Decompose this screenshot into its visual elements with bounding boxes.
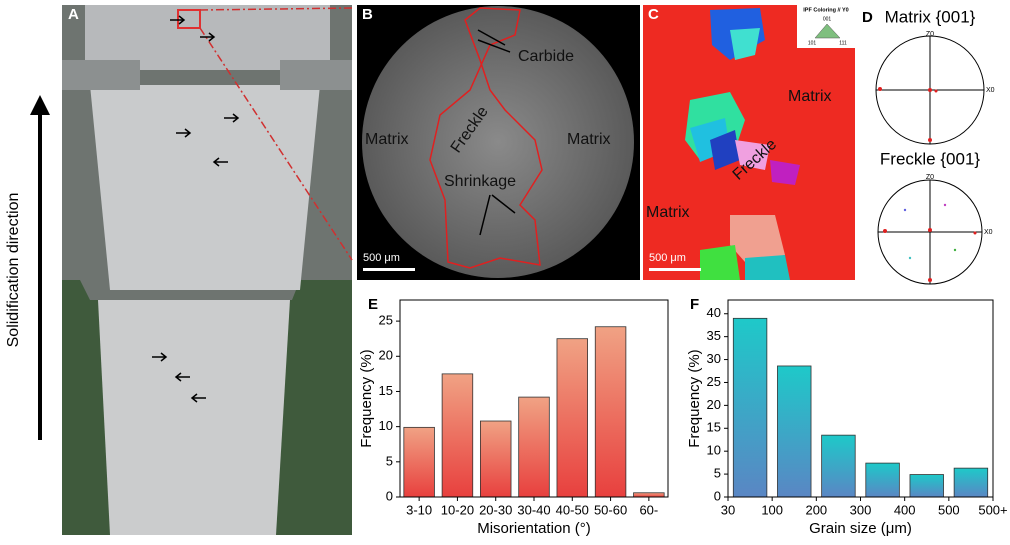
plot-frame [728, 300, 993, 497]
pole-figure-title: Matrix {001} [885, 7, 976, 26]
y-tick-label: 10 [707, 443, 721, 458]
x-tick-label: 400 [894, 502, 916, 517]
panel-label: F [690, 296, 699, 313]
annotation: Carbide [518, 48, 574, 65]
annotation: Matrix [646, 204, 690, 221]
y-tick-label: 20 [707, 397, 721, 412]
axis-label: X0 [986, 87, 995, 94]
bar [595, 327, 626, 497]
y-tick-label: 5 [386, 453, 393, 468]
bar [954, 468, 988, 497]
bar [822, 435, 856, 497]
y-tick-label: 10 [379, 418, 393, 433]
y-tick-label: 15 [379, 383, 393, 398]
bar [733, 318, 767, 497]
bar [866, 463, 900, 497]
y-axis-label: Frequency (%) [686, 349, 703, 447]
y-tick-label: 40 [707, 305, 721, 320]
x-tick-label: 300 [850, 502, 872, 517]
scale-bar-label: 500 μm [649, 252, 686, 264]
ebsd-map-c [643, 5, 855, 280]
axis-label: X0 [984, 229, 993, 236]
scale-bar-label: 500 μm [363, 252, 400, 264]
panel-label: A [68, 6, 79, 23]
panel-label: E [368, 296, 378, 313]
axis-label: Z0 [926, 31, 934, 38]
y-axis-label: Frequency (%) [358, 349, 375, 447]
y-tick-label: 25 [707, 374, 721, 389]
x-tick-label: 40-50 [556, 502, 589, 517]
pole-figure-title: Freckle {001} [880, 149, 980, 168]
solidification-arrow [30, 95, 50, 440]
y-tick-label: 0 [386, 488, 393, 503]
axis-label: Z0 [926, 174, 934, 181]
panel-label: D [862, 9, 873, 26]
x-tick-label: 3-10 [406, 502, 432, 517]
y-tick-label: 5 [714, 466, 721, 481]
legend-label: 111 [839, 40, 847, 46]
legend-title: IPF Coloring // Y0 [803, 7, 848, 13]
x-tick-label: 500 [938, 502, 960, 517]
y-tick-label: 20 [379, 348, 393, 363]
bar [442, 374, 473, 497]
bar [910, 475, 944, 497]
x-axis-label: Grain size (μm) [809, 520, 912, 537]
x-tick-label: 200 [805, 502, 827, 517]
bar [777, 366, 811, 497]
bar [480, 421, 511, 497]
x-tick-label: 30 [721, 502, 735, 517]
x-tick-label: 10-20 [441, 502, 474, 517]
x-axis-label: Misorientation (°) [477, 520, 591, 537]
panel-label: C [648, 6, 659, 23]
y-tick-label: 25 [379, 313, 393, 328]
side-label: Solidification direction [5, 193, 22, 348]
bar [557, 339, 588, 497]
x-tick-label: 100 [761, 502, 783, 517]
x-tick-label: 20-30 [479, 502, 512, 517]
legend-label: 101 [808, 40, 817, 46]
x-tick-label: 500+ [978, 502, 1007, 517]
y-tick-label: 15 [707, 420, 721, 435]
legend-label: 001 [823, 16, 832, 22]
x-tick-label: 50-60 [594, 502, 627, 517]
x-tick-label: 60- [639, 502, 658, 517]
annotation: Matrix [567, 131, 611, 148]
bar [404, 427, 435, 497]
bar [519, 397, 550, 497]
figure: Solidification direction A B Carbide Mat… [0, 0, 1010, 540]
bar [634, 493, 665, 497]
annotation: Shrinkage [444, 173, 516, 190]
annotation: Matrix [788, 88, 832, 105]
y-tick-label: 0 [714, 488, 721, 503]
panel-label: B [362, 6, 373, 23]
photo-a [62, 5, 352, 535]
y-tick-label: 30 [707, 351, 721, 366]
x-tick-label: 30-40 [517, 502, 550, 517]
pole-points [878, 87, 977, 282]
annotation: Matrix [365, 131, 409, 148]
y-tick-label: 35 [707, 328, 721, 343]
